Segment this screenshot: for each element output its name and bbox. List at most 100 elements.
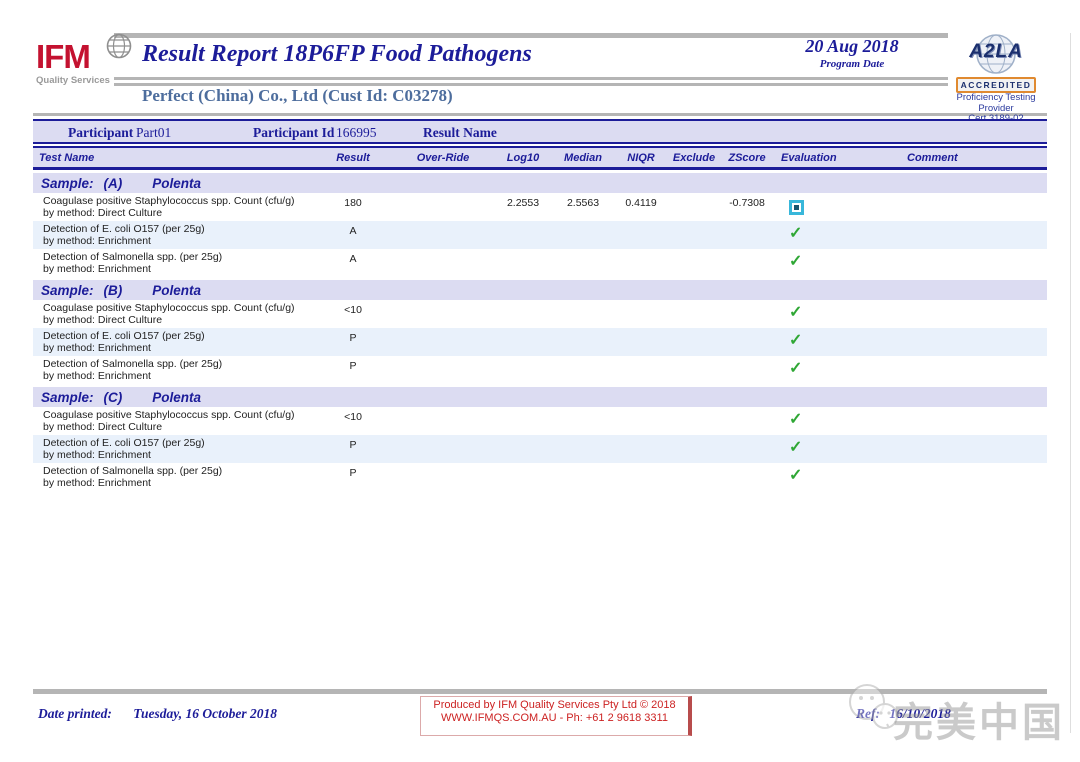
- override-cell: [393, 410, 493, 433]
- niqr-cell: [613, 252, 669, 275]
- col-niqr: NIQR: [627, 151, 655, 164]
- table-row: Detection of E. coli O157 (per 25g) by me…: [33, 221, 1047, 249]
- median-cell: [553, 359, 613, 382]
- ref-block: Ref: 16/10/2018: [856, 706, 951, 722]
- accreditation-globe-wrap: A2LA: [948, 33, 1044, 75]
- accreditation-logo: A2LA ACCREDITED Proficiency Testing Prov…: [948, 33, 1044, 125]
- table-row: Coagulase positive Staphylococcus spp. C…: [33, 407, 1047, 435]
- log10-cell: [493, 410, 553, 433]
- program-date-block: 20 Aug 2018 Program Date: [782, 36, 922, 70]
- customer-name: Perfect (China) Co., Ltd (Cust Id: C0327…: [142, 86, 453, 105]
- comment-cell: [865, 303, 1047, 326]
- zscore-cell: [719, 224, 775, 247]
- evaluation-cell: ✓: [775, 410, 865, 433]
- col-over-ride: Over-Ride: [416, 151, 470, 164]
- col-evaluation: Evaluation: [781, 151, 837, 164]
- table-row: Detection of Salmonella spp. (per 25g) by…: [33, 463, 1047, 491]
- test-name-cell: Detection of E. coli O157 (per 25g) by me…: [33, 330, 313, 354]
- test-name-cell: Detection of Salmonella spp. (per 25g) by…: [33, 358, 313, 382]
- evaluation-check-icon: ✓: [789, 332, 803, 349]
- override-cell: [393, 466, 493, 489]
- produced-by-box: Produced by IFM Quality Services Pty Ltd…: [420, 696, 692, 736]
- sample-name: Polenta: [152, 282, 202, 298]
- test-method-line: by method: Direct Culture: [43, 313, 163, 326]
- evaluation-cell: ✓: [775, 466, 865, 489]
- col-median: Median: [564, 151, 602, 164]
- sample-prefix: Sample:: [41, 389, 94, 405]
- niqr-cell: [613, 331, 669, 354]
- result-cell: 180: [344, 197, 362, 209]
- participant-id-label: Participant Id: [253, 125, 335, 140]
- comment-cell: [865, 410, 1047, 433]
- comment-cell: [865, 331, 1047, 354]
- evaluation-check-icon: ✓: [789, 253, 803, 270]
- test-method-line: by method: Enrichment: [43, 448, 151, 461]
- produced-by-line-1: Produced by IFM Quality Services Pty Ltd…: [433, 699, 676, 711]
- accredited-badge: ACCREDITED: [955, 77, 1037, 93]
- table-row: Coagulase positive Staphylococcus spp. C…: [33, 300, 1047, 328]
- niqr-cell: [613, 224, 669, 247]
- accreditation-line-1: Proficiency Testing: [956, 92, 1036, 103]
- zscore-cell: [719, 359, 775, 382]
- evaluation-square-inner: [794, 205, 799, 210]
- median-cell: [553, 410, 613, 433]
- test-name-line: Coagulase positive Staphylococcus spp. C…: [43, 302, 295, 314]
- log10-cell: [493, 438, 553, 461]
- evaluation-check-icon: ✓: [789, 360, 803, 377]
- evaluation-check-icon: ✓: [789, 411, 803, 428]
- test-method-line: by method: Enrichment: [43, 341, 151, 354]
- program-date-value: 20 Aug 2018: [805, 36, 899, 56]
- test-method-line: by method: Direct Culture: [43, 206, 163, 219]
- override-cell: [393, 303, 493, 326]
- zscore-cell: [719, 466, 775, 489]
- evaluation-check-icon: ✓: [789, 304, 803, 321]
- date-printed-value: Tuesday, 16 October 2018: [133, 706, 277, 721]
- median-cell: 2.5563: [566, 197, 600, 209]
- footer-top-rule: [33, 689, 1047, 694]
- comment-cell: [865, 359, 1047, 382]
- niqr-cell: [613, 410, 669, 433]
- niqr-cell: [613, 303, 669, 326]
- table-row: Detection of Salmonella spp. (per 25g) by…: [33, 249, 1047, 277]
- table-row: Detection of Salmonella spp. (per 25g) by…: [33, 356, 1047, 384]
- sample-prefix: Sample:: [41, 175, 94, 191]
- result-name-label: Result Name: [423, 125, 497, 140]
- test-name-cell: Detection of E. coli O157 (per 25g) by me…: [33, 437, 313, 461]
- exclude-cell: [669, 331, 719, 354]
- ref-value: 16/10/2018: [889, 706, 951, 721]
- result-cell: P: [349, 332, 357, 344]
- result-cell: A: [349, 253, 357, 265]
- override-cell: [393, 224, 493, 247]
- report-title: Result Report 18P6FP Food Pathogens: [142, 41, 532, 67]
- override-cell: [393, 331, 493, 354]
- sample-prefix: Sample:: [41, 282, 94, 298]
- test-name-cell: Coagulase positive Staphylococcus spp. C…: [33, 195, 313, 219]
- exclude-cell: [669, 303, 719, 326]
- ref-label: Ref:: [856, 706, 880, 721]
- title-top-rule: [114, 33, 948, 38]
- result-cell: A: [349, 225, 357, 237]
- comment-cell: [865, 252, 1047, 275]
- sample-header: Sample: (A) Polenta: [33, 173, 1047, 193]
- exclude-cell: [669, 359, 719, 382]
- evaluation-check-icon: ✓: [789, 225, 803, 242]
- accreditation-line-2: Provider: [978, 102, 1014, 114]
- test-name-cell: Coagulase positive Staphylococcus spp. C…: [33, 409, 313, 433]
- median-cell: [553, 224, 613, 247]
- test-name-line: Detection of Salmonella spp. (per 25g): [43, 358, 223, 370]
- ifm-logo-text: IFM: [36, 33, 146, 74]
- test-name-line: Detection of Salmonella spp. (per 25g): [43, 251, 223, 263]
- evaluation-square-icon: [789, 200, 804, 215]
- test-name-line: Detection of E. coli O157 (per 25g): [43, 223, 205, 235]
- title-bottom-rule-1: [114, 77, 948, 80]
- median-cell: [553, 466, 613, 489]
- zscore-cell: [719, 252, 775, 275]
- participant-bar: Participant Part01 Participant Id 166995…: [33, 119, 1047, 142]
- ifm-logo-tagline: Quality Services: [36, 75, 110, 86]
- test-name-line: Detection of Salmonella spp. (per 25g): [43, 465, 223, 477]
- column-header-row: Test Name Result Over-Ride Log10 Median …: [33, 148, 1047, 167]
- zscore-cell: -0.7308: [729, 197, 765, 209]
- evaluation-cell: ✓: [775, 252, 865, 275]
- exclude-cell: [669, 466, 719, 489]
- thick-rule: [33, 167, 1047, 170]
